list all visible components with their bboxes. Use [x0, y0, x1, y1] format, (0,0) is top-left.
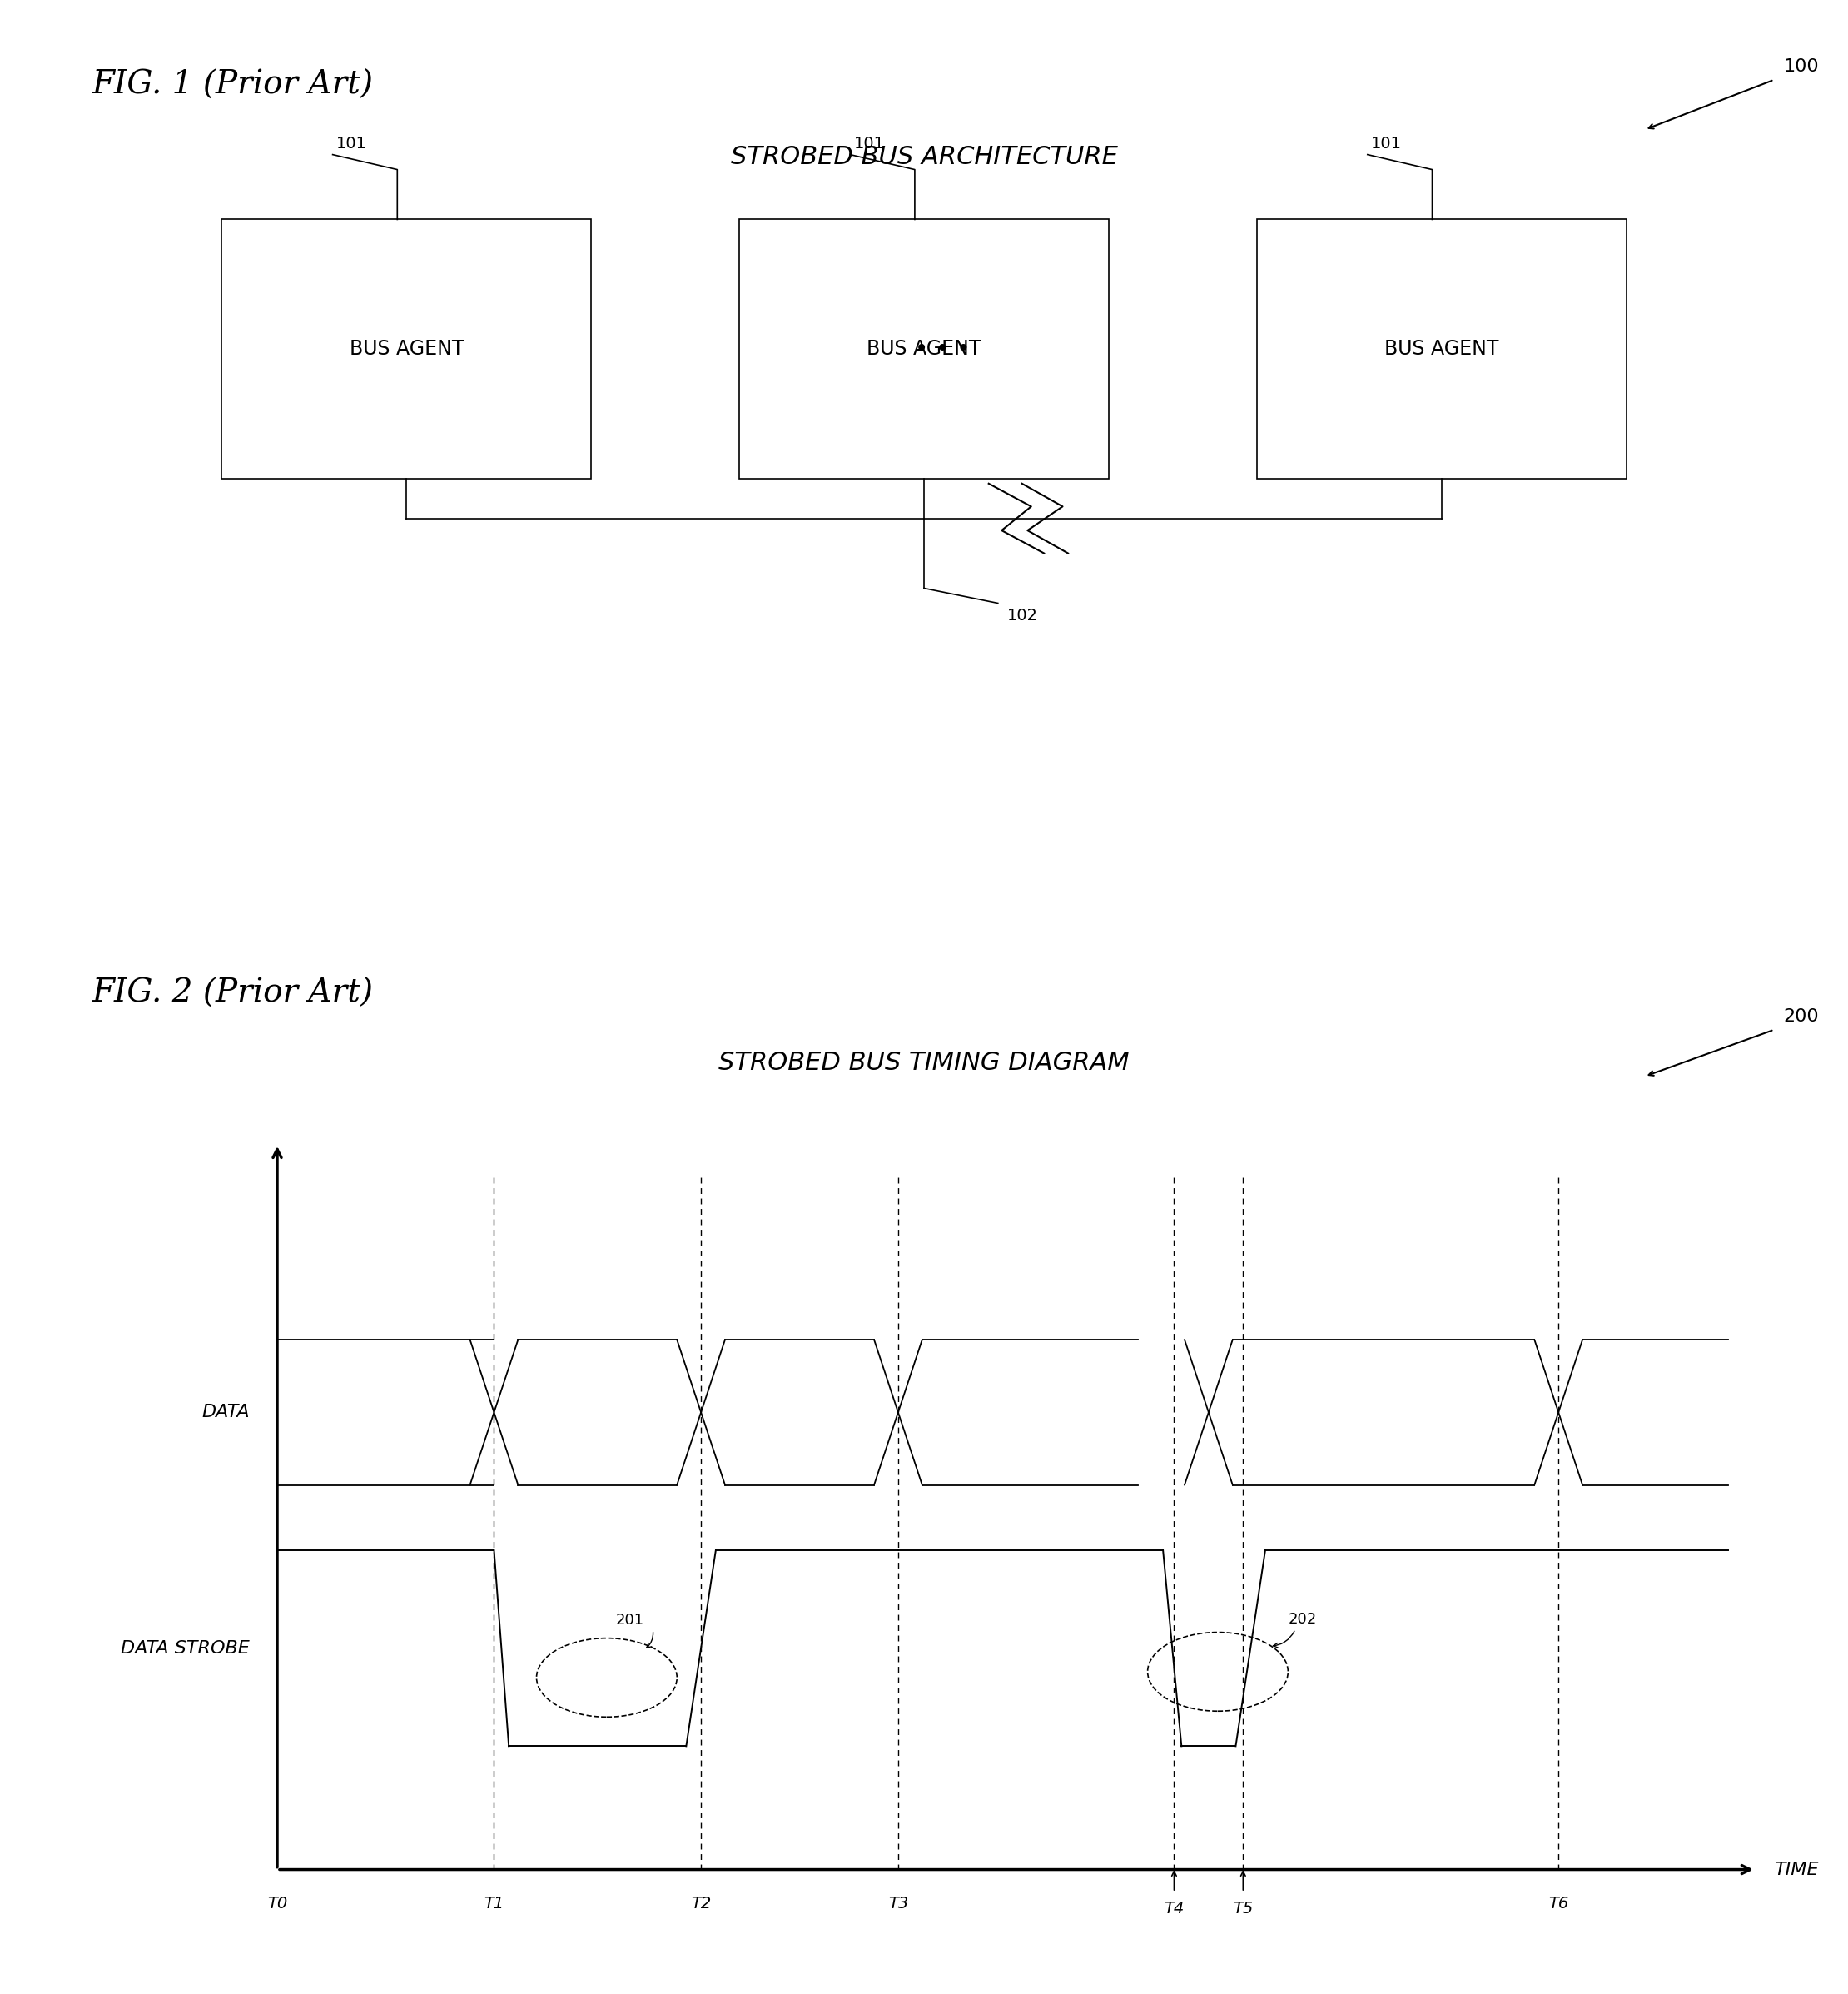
Text: T5: T5 — [1233, 1900, 1253, 1916]
Text: 102: 102 — [1007, 608, 1039, 624]
Text: • • •: • • • — [915, 337, 970, 361]
Text: STROBED BUS TIMING DIAGRAM: STROBED BUS TIMING DIAGRAM — [719, 1051, 1129, 1075]
Text: DATA: DATA — [201, 1404, 249, 1420]
Text: BUS AGENT: BUS AGENT — [349, 339, 464, 359]
Bar — [222, 219, 591, 479]
Text: FIG. 1 (Prior Art): FIG. 1 (Prior Art) — [92, 70, 373, 100]
Text: T1: T1 — [484, 1896, 505, 1912]
Text: 101: 101 — [854, 136, 885, 152]
Bar — [739, 219, 1109, 479]
Text: DATA STROBE: DATA STROBE — [120, 1639, 249, 1657]
Text: T6: T6 — [1549, 1896, 1569, 1912]
Text: 101: 101 — [1371, 136, 1403, 152]
Bar — [1257, 219, 1626, 479]
Text: 202: 202 — [1288, 1611, 1316, 1627]
Text: T4: T4 — [1164, 1900, 1185, 1916]
Text: 100: 100 — [1783, 58, 1818, 74]
Text: TIME: TIME — [1774, 1860, 1818, 1878]
Text: FIG. 2 (Prior Art): FIG. 2 (Prior Art) — [92, 977, 373, 1009]
Text: 201: 201 — [615, 1613, 645, 1627]
Text: 101: 101 — [336, 136, 368, 152]
Text: T3: T3 — [889, 1896, 907, 1912]
Text: 200: 200 — [1783, 1007, 1818, 1025]
Text: BUS AGENT: BUS AGENT — [867, 339, 981, 359]
Text: BUS AGENT: BUS AGENT — [1384, 339, 1499, 359]
Text: STROBED BUS ARCHITECTURE: STROBED BUS ARCHITECTURE — [730, 144, 1118, 169]
Text: T2: T2 — [691, 1896, 711, 1912]
Text: T0: T0 — [268, 1896, 286, 1912]
